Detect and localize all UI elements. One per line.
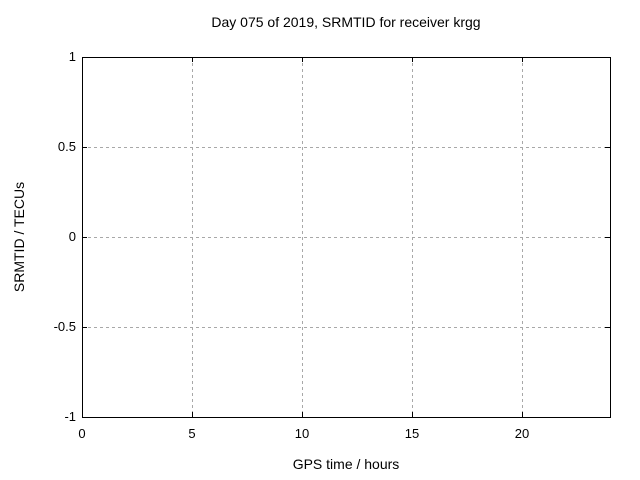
x-tick-mark — [521, 57, 523, 62]
x-tick-label: 5 — [188, 426, 196, 441]
y-tick-mark — [82, 56, 87, 58]
y-tick-mark — [82, 326, 87, 328]
x-tick-mark — [191, 412, 193, 417]
x-tick-mark — [191, 57, 193, 62]
y-tick-mark — [82, 236, 87, 238]
x-tick-label: 15 — [404, 426, 420, 441]
x-tick-mark — [411, 57, 413, 62]
data-point-marker — [458, 233, 467, 242]
y-tick-mark — [82, 146, 87, 148]
y-tick-label: -0.5 — [53, 319, 76, 334]
data-point-marker — [216, 233, 225, 242]
x-tick-label: 0 — [78, 426, 86, 441]
y-tick-label: 0.5 — [57, 139, 76, 154]
gridline-horizontal — [82, 236, 610, 238]
data-point-marker — [545, 233, 554, 242]
x-tick-label: 20 — [514, 426, 530, 441]
data-point-marker — [392, 233, 401, 242]
y-tick-label: -1 — [64, 409, 76, 424]
x-tick-mark — [301, 412, 303, 417]
y-tick-mark — [605, 416, 610, 418]
data-point-marker — [326, 233, 335, 242]
x-tick-mark — [521, 412, 523, 417]
x-tick-mark — [301, 57, 303, 62]
x-tick-mark — [81, 57, 83, 62]
y-tick-mark — [605, 56, 610, 58]
y-tick-mark — [82, 416, 87, 418]
y-tick-label: 0 — [68, 229, 76, 244]
x-tick-mark — [411, 412, 413, 417]
x-axis-label: GPS time / hours — [292, 456, 400, 472]
gridline-horizontal — [82, 326, 610, 328]
y-tick-mark — [605, 326, 610, 328]
chart-title: Day 075 of 2019, SRMTID for receiver krg… — [211, 14, 481, 30]
plot-area — [81, 56, 610, 418]
y-tick-label: 1 — [68, 49, 76, 64]
y-tick-mark — [605, 236, 610, 238]
gridline-horizontal — [82, 146, 610, 148]
y-tick-mark — [605, 146, 610, 148]
x-tick-label: 10 — [294, 426, 310, 441]
data-point-marker — [305, 233, 314, 242]
data-point-marker — [117, 233, 126, 242]
